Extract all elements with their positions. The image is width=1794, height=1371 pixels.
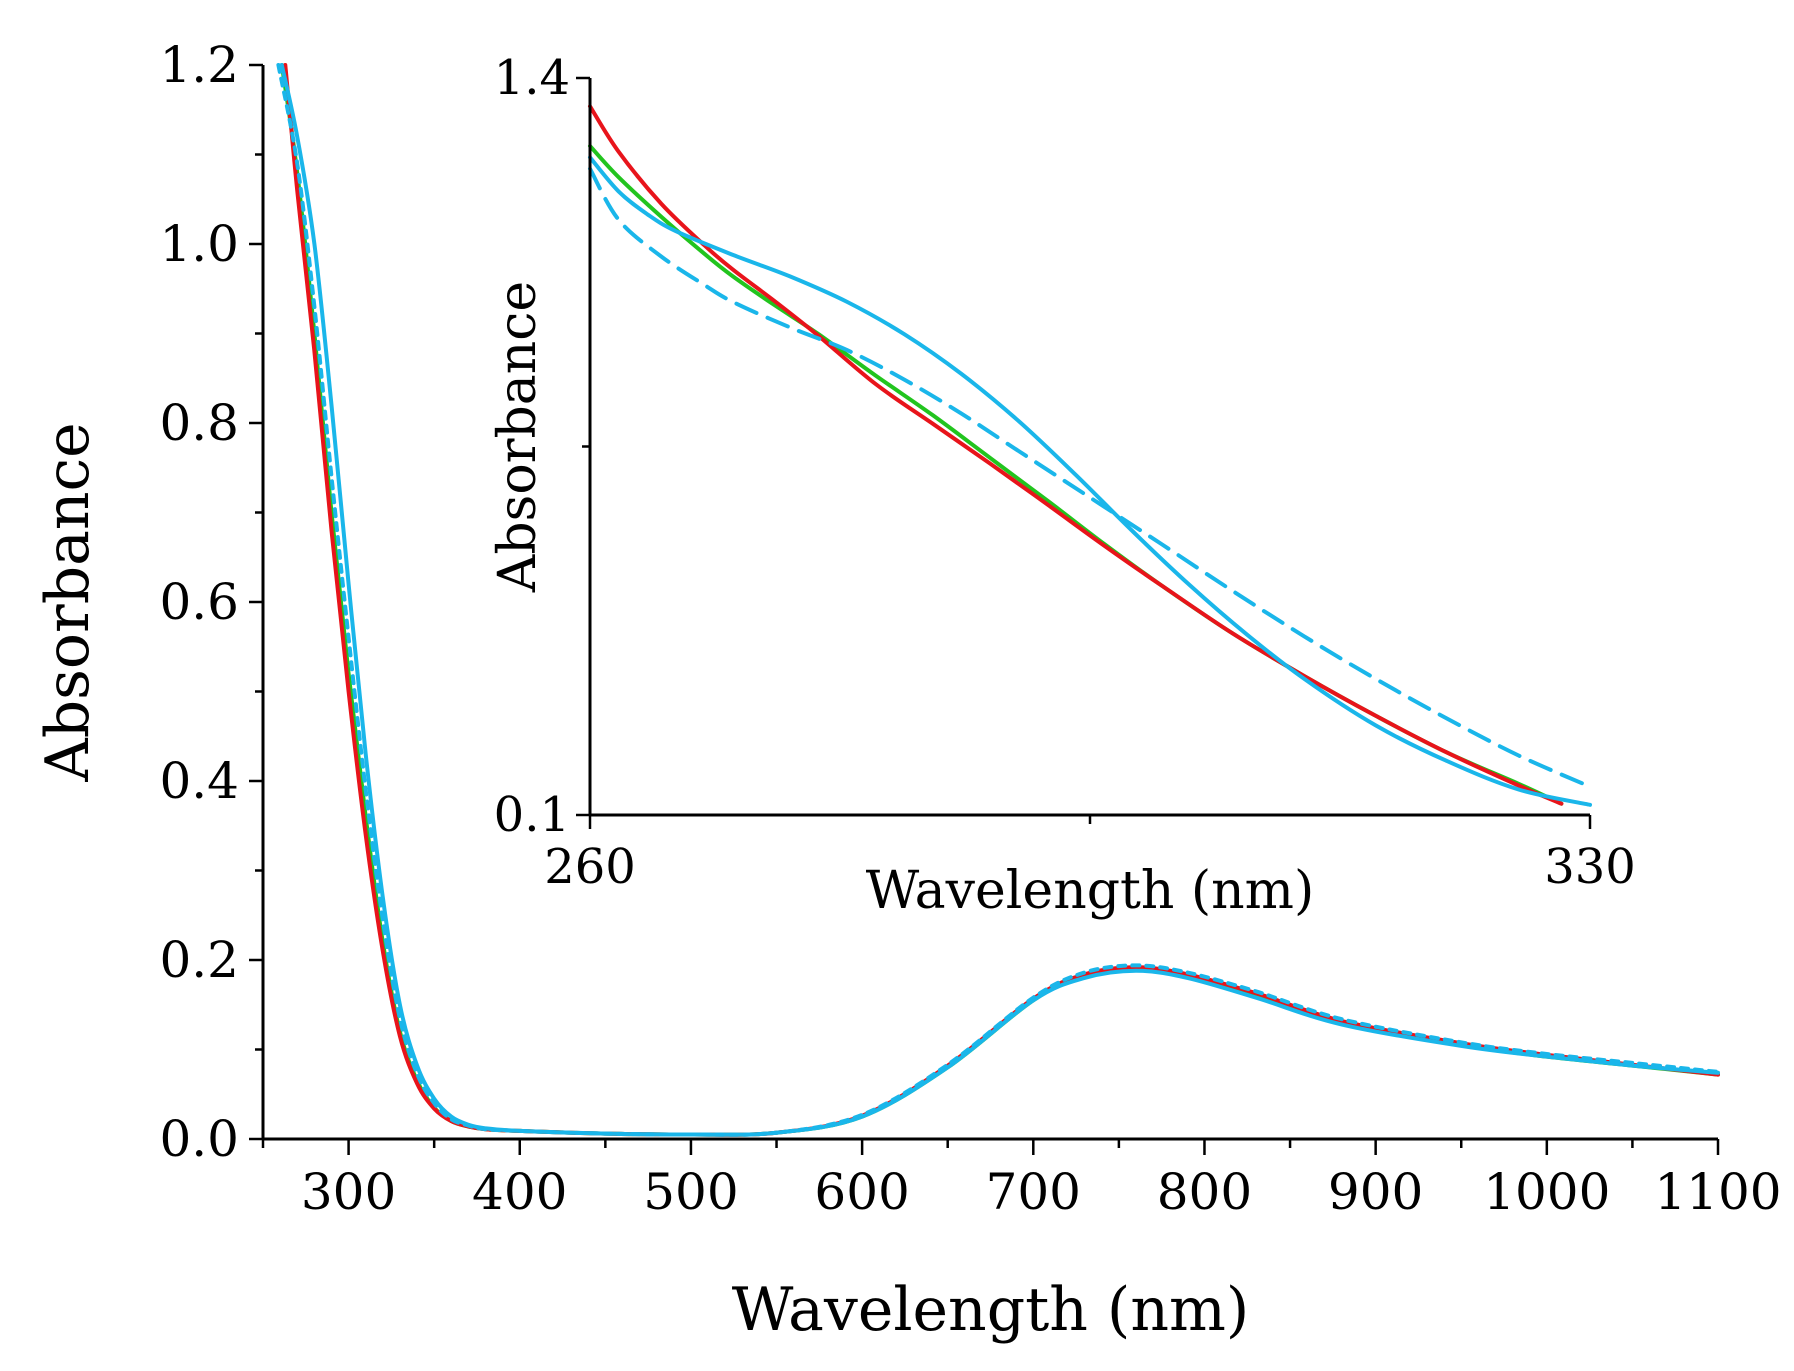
inset-x-tick-label: 330 bbox=[1544, 839, 1636, 895]
main-series-blue-dashed bbox=[276, 63, 1720, 1137]
main-series-green bbox=[279, 63, 1720, 1137]
inset-series-blue-solid bbox=[588, 155, 1592, 807]
main-x-tick-label: 300 bbox=[301, 1163, 396, 1221]
main-y-axis-title: Absorbance bbox=[33, 422, 103, 782]
inset-y-tick-label: 1.4 bbox=[494, 50, 570, 106]
main-series-red bbox=[283, 63, 1720, 1137]
inset-ticks-group: 0.1 1.4 260 330 bbox=[494, 50, 1636, 895]
main-y-tick-label: 0.4 bbox=[159, 752, 239, 810]
inset-plot: 0.1 1.4 260 330 Wavelength (nm) Absorbance bbox=[488, 50, 1636, 921]
main-series-group bbox=[276, 63, 1720, 1137]
main-x-tick-label: 700 bbox=[986, 1163, 1081, 1221]
main-y-tick-label: 0.2 bbox=[159, 931, 239, 989]
inset-series-group bbox=[588, 104, 1592, 807]
main-y-tick-label: 1.2 bbox=[159, 36, 239, 94]
main-y-tick-label: 0.0 bbox=[159, 1110, 239, 1168]
main-x-tick-label: 1100 bbox=[1654, 1163, 1781, 1221]
main-y-tick-label: 0.6 bbox=[159, 573, 239, 631]
main-ticks-group: 0.0 0.2 0.4 0.6 0.8 1.0 1.2 300 400 500 600 700 800 9… bbox=[159, 36, 1781, 1221]
main-y-tick-label: 0.8 bbox=[159, 394, 239, 452]
main-y-tick-label: 1.0 bbox=[159, 215, 239, 273]
inset-y-axis-title: Absorbance bbox=[488, 281, 548, 593]
main-x-tick-label: 400 bbox=[472, 1163, 567, 1221]
inset-x-tick-label: 260 bbox=[544, 839, 636, 895]
main-x-tick-label: 1000 bbox=[1483, 1163, 1610, 1221]
inset-x-axis-title: Wavelength (nm) bbox=[866, 861, 1315, 921]
inset-series-red bbox=[588, 104, 1564, 806]
main-x-tick-label: 600 bbox=[814, 1163, 909, 1221]
main-series-blue-solid bbox=[279, 63, 1720, 1137]
main-x-axis-title: Wavelength (nm) bbox=[732, 1275, 1250, 1345]
inset-series-blue-dashed bbox=[588, 166, 1592, 789]
main-x-tick-label: 500 bbox=[643, 1163, 738, 1221]
inset-y-tick-label: 0.1 bbox=[494, 787, 570, 843]
main-x-tick-label: 800 bbox=[1157, 1163, 1252, 1221]
main-x-tick-label: 900 bbox=[1328, 1163, 1423, 1221]
main-plot: 0.0 0.2 0.4 0.6 0.8 1.0 1.2 300 400 500 600 700 800 9… bbox=[33, 36, 1782, 1345]
